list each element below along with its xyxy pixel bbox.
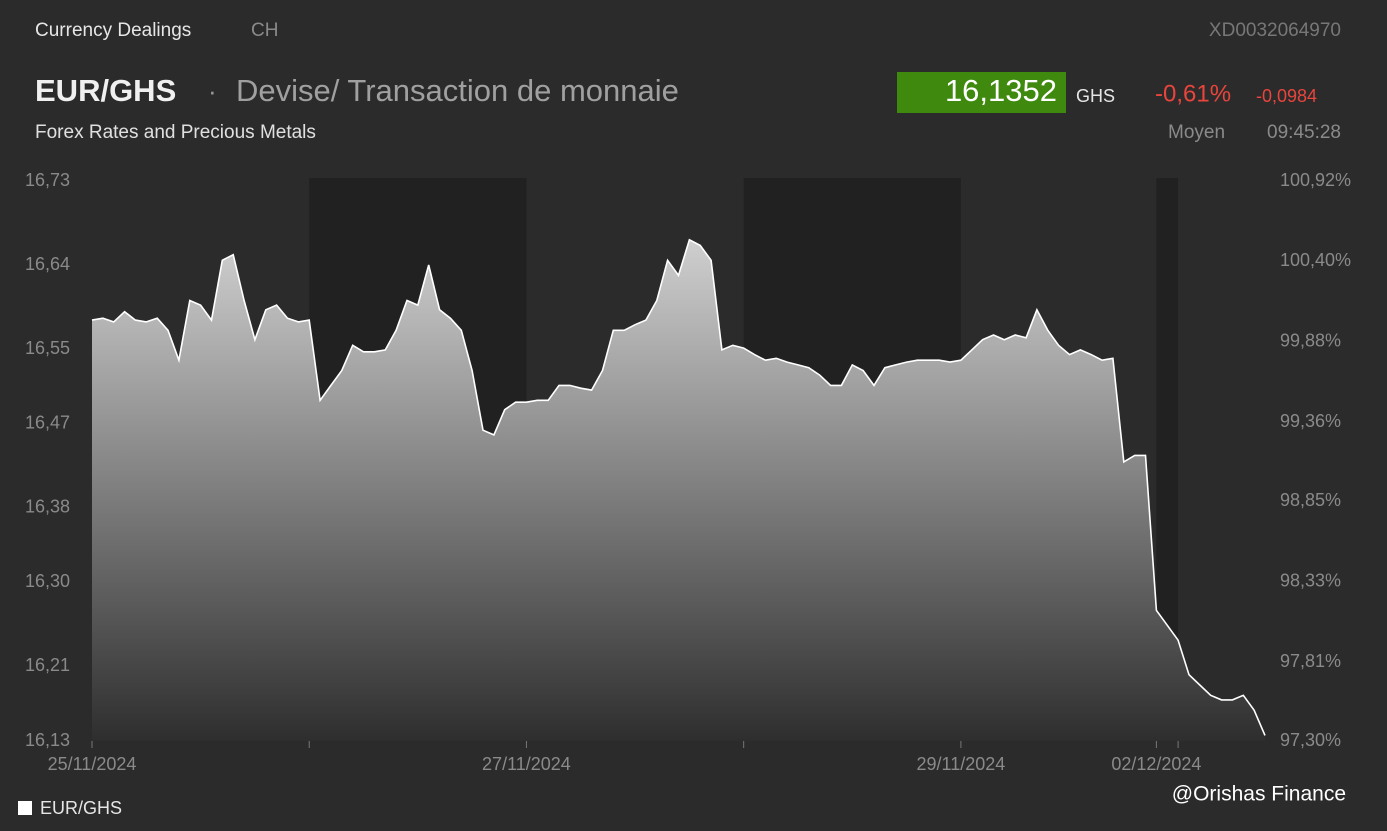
currency: GHS bbox=[1076, 86, 1115, 106]
y-tick-label: 16,13 bbox=[25, 730, 70, 750]
x-tick-label: 29/11/2024 bbox=[917, 754, 1006, 774]
change-abs: -0,0984 bbox=[1256, 86, 1317, 106]
y2-tick-label: 97,81% bbox=[1280, 651, 1341, 671]
watermark: @Orishas Finance bbox=[1172, 783, 1346, 806]
y-tick-label: 16,47 bbox=[25, 412, 70, 432]
y2-tick-label: 97,30% bbox=[1280, 730, 1341, 750]
y2-tick-label: 98,33% bbox=[1280, 570, 1341, 590]
price-type: Moyen bbox=[1168, 122, 1225, 143]
y2-tick-label: 99,36% bbox=[1280, 411, 1341, 431]
price-box bbox=[897, 72, 1066, 113]
legend-swatch bbox=[18, 801, 32, 815]
y2-tick-label: 100,40% bbox=[1280, 250, 1351, 270]
pair: EUR/GHS bbox=[35, 73, 176, 108]
country: CH bbox=[251, 20, 278, 41]
separator: · bbox=[208, 76, 217, 106]
legend-label[interactable]: EUR/GHS bbox=[40, 798, 122, 818]
price: 16,1352 bbox=[945, 73, 1057, 108]
y2-tick-label: 98,85% bbox=[1280, 490, 1341, 510]
y-tick-label: 16,38 bbox=[25, 496, 70, 516]
session-band bbox=[1156, 178, 1179, 738]
line bbox=[91, 238, 1266, 736]
category: Forex Rates and Precious Metals bbox=[35, 122, 316, 143]
description: Devise/ Transaction de monnaie bbox=[236, 73, 679, 108]
change-pct: -0,61% bbox=[1155, 80, 1231, 107]
y-tick-label: 16,55 bbox=[25, 338, 70, 358]
y2-tick-label: 100,92% bbox=[1280, 170, 1351, 190]
y-tick-label: 16,73 bbox=[25, 170, 70, 190]
time: 09:45:28 bbox=[1267, 122, 1341, 143]
x-tick-label: 25/11/2024 bbox=[48, 754, 137, 774]
section: Currency Dealings bbox=[35, 20, 191, 41]
y2-tick-label: 99,88% bbox=[1280, 331, 1341, 351]
x-tick-label: 02/12/2024 bbox=[1111, 754, 1201, 774]
area bbox=[92, 239, 1265, 742]
y-tick-label: 16,30 bbox=[25, 571, 70, 591]
isin: XD0032064970 bbox=[1209, 20, 1341, 41]
x-tick-label: 27/11/2024 bbox=[482, 754, 571, 774]
y-tick-label: 16,21 bbox=[25, 655, 70, 675]
y-tick-label: 16,64 bbox=[25, 254, 70, 274]
